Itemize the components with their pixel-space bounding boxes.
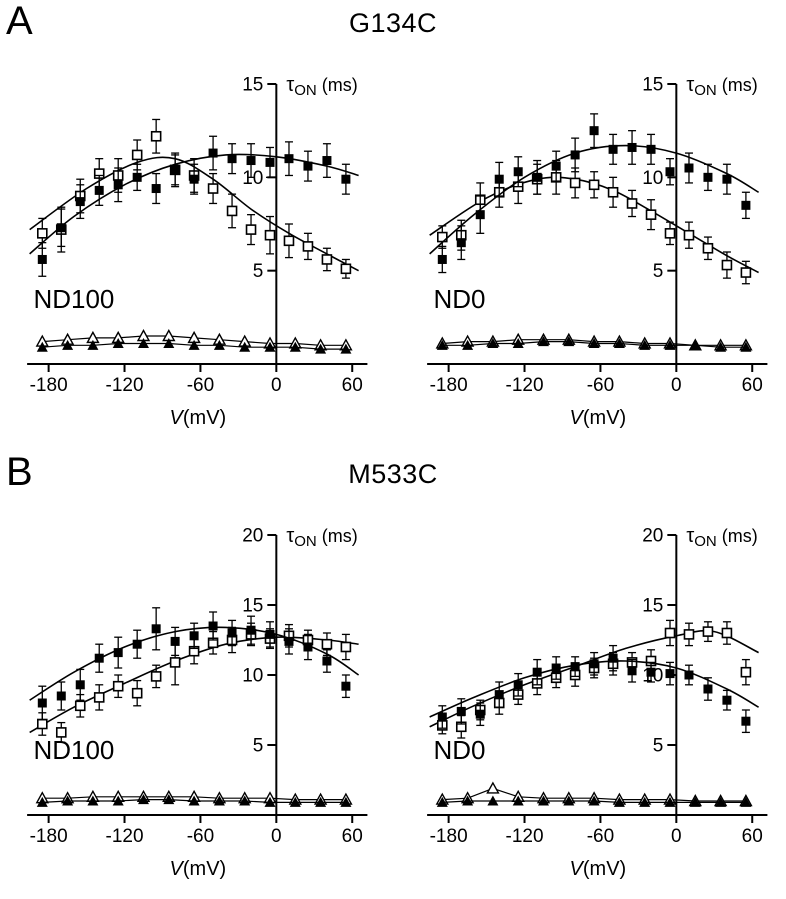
condition-label: ND100 [33,284,114,314]
condition-label: ND100 [33,735,114,765]
panel-letter-b: B [6,450,33,494]
panel-b: B M533C -180 -120 -60 0 60 5 10 15 20 τON (ms) V(m… [0,451,786,894]
y-axis-label: τON (ms) [286,74,357,99]
x-axis-label: V(mV) [570,858,627,880]
panel-b-header: B M533C [0,451,786,495]
svg-text:60: 60 [742,375,763,396]
svg-text:5: 5 [253,261,264,282]
svg-text:-60: -60 [587,826,614,847]
axes [27,83,368,372]
svg-text:-180: -180 [30,826,68,847]
series-filled-square [429,644,759,734]
series-open-square [429,619,759,739]
panel-a: A G134C -180 -120 -60 0 60 5 10 15 τON (ms) V(mV)… [0,0,786,443]
svg-text:60: 60 [342,375,363,396]
svg-text:5: 5 [253,736,264,757]
svg-text:5: 5 [653,736,664,757]
panel-letter-a: A [6,0,33,43]
svg-text:15: 15 [642,75,663,96]
y-axis-label: τON (ms) [686,74,757,99]
svg-text:0: 0 [671,826,682,847]
x-axis-label: V(mV) [170,858,227,880]
svg-text:60: 60 [342,826,363,847]
svg-text:-180: -180 [430,826,468,847]
chart-svg-g134c-nd100: -180 -120 -60 0 60 5 10 15 τON (ms) V(mV) ND100 [27,74,368,429]
chart-svg-g134c-nd0: -180 -120 -60 0 60 5 10 15 τON (ms) V(mV) ND0 [427,74,768,429]
svg-text:-180: -180 [30,375,68,396]
series-filled-triangle [436,795,752,807]
svg-text:5: 5 [653,261,664,282]
axes [27,534,368,823]
series-filled-square [29,135,359,277]
svg-text:-180: -180 [430,375,468,396]
chart-svg-m533c-nd100: -180 -120 -60 0 60 5 10 15 20 τON (ms) V(mV) ND100 [27,525,368,880]
svg-text:60: 60 [742,826,763,847]
panel-title-m533c: M533C [348,459,438,489]
svg-text:15: 15 [642,596,663,617]
x-axis-label: V(mV) [170,407,227,429]
series-filled-square [29,607,360,721]
svg-text:15: 15 [242,75,263,96]
svg-text:0: 0 [271,826,282,847]
svg-text:-120: -120 [506,826,544,847]
series-filled-triangle [36,337,352,354]
svg-text:-60: -60 [587,375,614,396]
svg-text:10: 10 [242,666,263,687]
chart-g134c-nd100: -180 -120 -60 0 60 5 10 15 τON (ms) V(mV) ND100 [3,44,383,443]
svg-text:10: 10 [242,168,263,189]
x-axis-label: V(mV) [570,407,627,429]
svg-text:-120: -120 [106,375,144,396]
panel-title-g134c: G134C [348,8,438,38]
series-filled-triangle [36,794,352,807]
svg-text:20: 20 [242,526,263,547]
condition-label: ND0 [433,284,485,314]
svg-text:20: 20 [642,526,663,547]
y-axis-label: τON (ms) [686,525,757,550]
svg-text:10: 10 [642,168,663,189]
panel-a-header: A G134C [0,0,786,44]
svg-text:-120: -120 [106,826,144,847]
svg-text:-60: -60 [187,826,214,847]
axes [427,534,768,823]
svg-text:-60: -60 [187,375,214,396]
svg-text:0: 0 [671,375,682,396]
condition-label: ND0 [433,735,485,765]
series-filled-triangle [436,336,752,352]
y-axis-label: τON (ms) [286,525,357,550]
svg-text:15: 15 [242,596,263,617]
axes [427,83,768,372]
series-filled-square [429,113,760,274]
chart-g134c-nd0: -180 -120 -60 0 60 5 10 15 τON (ms) V(mV) ND0 [403,44,783,443]
svg-text:0: 0 [271,375,282,396]
svg-text:-120: -120 [506,375,544,396]
panel-b-charts-row: -180 -120 -60 0 60 5 10 15 20 τON (ms) V(mV) ND100 … [0,495,786,894]
panel-a-charts-row: -180 -120 -60 0 60 5 10 15 τON (ms) V(mV) ND100 -1… [0,44,786,443]
chart-m533c-nd100: -180 -120 -60 0 60 5 10 15 20 τON (ms) V(mV) ND100 [3,495,383,894]
